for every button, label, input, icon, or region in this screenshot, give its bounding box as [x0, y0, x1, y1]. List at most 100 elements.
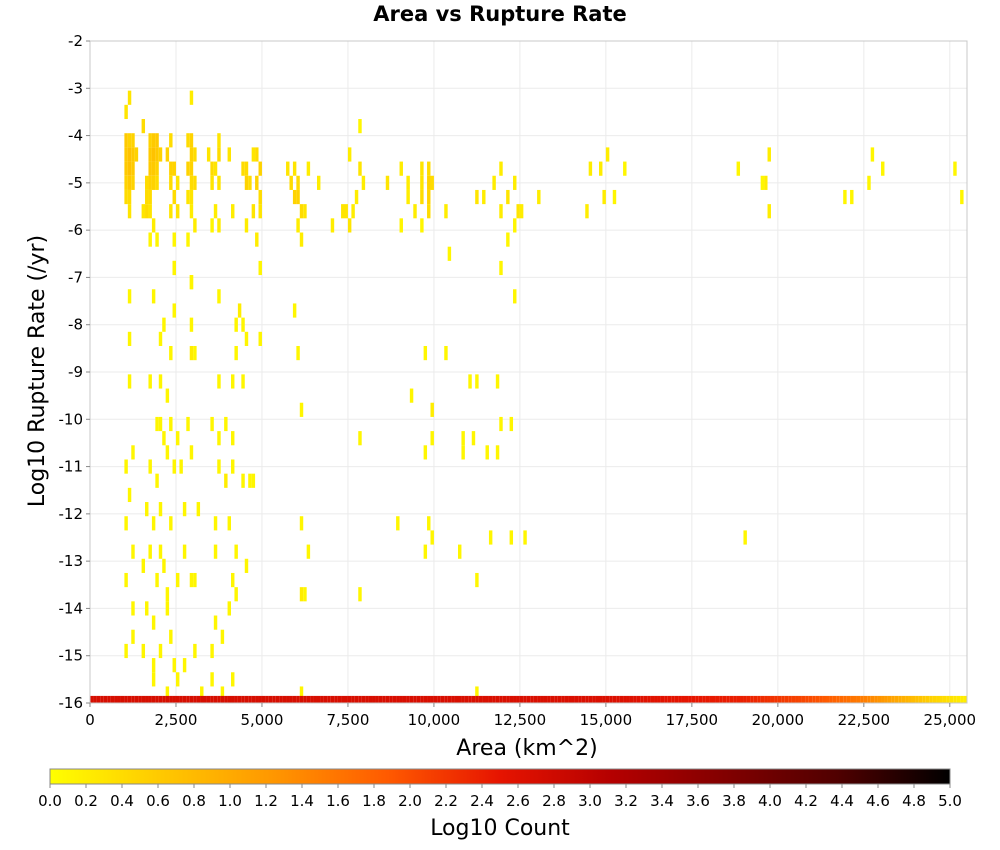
- heatmap-cell: [492, 175, 496, 190]
- bottom-row-cell: [547, 695, 551, 703]
- colorbar-tick-label: 0.6: [146, 792, 170, 810]
- heatmap-cell: [406, 189, 410, 205]
- heatmap-cell: [475, 686, 479, 701]
- bottom-row-cell: [870, 695, 875, 703]
- heatmap-cell: [406, 175, 410, 190]
- heatmap-cell: [210, 416, 214, 432]
- y-tick-label: -16: [59, 694, 84, 712]
- bottom-row-cell: [220, 695, 225, 703]
- bottom-row-cell: [385, 695, 390, 703]
- heatmap-cell: [148, 189, 152, 205]
- heatmap-cell: [292, 303, 297, 318]
- heatmap-cell: [151, 175, 156, 190]
- heatmap-cell: [361, 175, 366, 190]
- bottom-row-cell: [227, 695, 232, 703]
- heatmap-cell: [495, 445, 500, 460]
- heatmap-cell: [189, 147, 194, 162]
- bottom-row-cell: [574, 695, 579, 703]
- bottom-row-cell: [722, 695, 727, 703]
- heatmap-cell: [158, 416, 163, 432]
- colorbar-tick-label: 3.6: [686, 792, 710, 810]
- bottom-row-cell: [784, 695, 789, 703]
- bottom-row-cell: [275, 695, 280, 703]
- bottom-row-cell: [457, 695, 462, 703]
- heatmap-cell: [444, 345, 448, 361]
- heatmap-cell: [148, 374, 152, 389]
- heatmap-cell: [131, 629, 135, 644]
- heatmap-cell: [399, 218, 403, 233]
- bottom-row-cell: [616, 695, 620, 703]
- heatmap-cell: [444, 204, 448, 219]
- heatmap-cell: [850, 189, 854, 205]
- heatmap-cell: [158, 502, 163, 517]
- heatmap-cell: [244, 331, 249, 346]
- bottom-row-cell: [255, 695, 259, 703]
- heatmap-cell: [169, 175, 173, 190]
- heatmap-cell: [193, 175, 197, 190]
- bottom-row-cell: [643, 695, 648, 703]
- heatmap-cell: [189, 161, 194, 176]
- bottom-row-cell: [736, 695, 741, 703]
- colorbar-tick-label: 1.4: [290, 792, 314, 810]
- heatmap-cell: [244, 558, 249, 573]
- y-axis-label: Log10 Rupture Rate (/yr): [25, 235, 50, 507]
- bottom-row-cell: [691, 695, 696, 703]
- bottom-row-cell: [564, 695, 569, 703]
- bottom-row-cell: [664, 695, 668, 703]
- bottom-row-cell: [499, 695, 503, 703]
- heatmap-cell: [124, 147, 128, 162]
- heatmap-cell: [519, 204, 524, 219]
- heatmap-cell: [303, 204, 307, 219]
- heatmap-cell: [513, 289, 517, 304]
- bottom-row-cell: [440, 695, 445, 703]
- heatmap-cell: [200, 686, 204, 701]
- heatmap-cell: [141, 119, 146, 134]
- heatmap-cell: [513, 218, 517, 233]
- heatmap-cell: [430, 402, 434, 417]
- heatmap-cell: [499, 204, 503, 219]
- heatmap-cell: [303, 587, 307, 602]
- heatmap-cell: [612, 189, 617, 205]
- heatmap-cell: [251, 204, 256, 219]
- heatmap-cell: [227, 601, 232, 616]
- heatmap-cell: [224, 416, 228, 432]
- heatmap-cell: [599, 161, 603, 176]
- heatmap-cell: [217, 459, 221, 474]
- bottom-row-cell: [898, 695, 902, 703]
- bottom-row-cell: [241, 695, 245, 703]
- chart-title: Area vs Rupture Rate: [373, 2, 627, 26]
- bottom-row-cell: [148, 695, 152, 703]
- heatmap-cell: [231, 459, 235, 474]
- heatmap-cell: [351, 204, 355, 219]
- bottom-row-cell: [815, 695, 820, 703]
- y-tick-label: -9: [68, 363, 83, 381]
- heatmap-cell: [131, 133, 135, 148]
- bottom-row-cell: [705, 695, 710, 703]
- colorbar-tick-label: 0.0: [38, 792, 62, 810]
- bottom-row-cell: [103, 695, 108, 703]
- bottom-row-cell: [537, 695, 541, 703]
- bottom-row-cell: [110, 695, 115, 703]
- heatmap-cell: [124, 133, 128, 148]
- bottom-row-cell: [850, 695, 854, 703]
- bottom-row-cell: [265, 695, 269, 703]
- heatmap-cell: [155, 147, 159, 162]
- bottom-row-cell: [427, 695, 431, 703]
- heatmap-cell: [231, 572, 235, 588]
- heatmap-cell: [244, 175, 249, 190]
- heatmap-cell: [145, 175, 149, 190]
- bottom-row-cell: [248, 695, 252, 703]
- bottom-row-cell: [819, 695, 823, 703]
- heatmap-cell: [427, 189, 431, 205]
- heatmap-cell: [175, 572, 180, 588]
- heatmap-cell: [210, 218, 214, 233]
- bottom-row-cell: [488, 695, 493, 703]
- colorbar: 0.0 0.2 0.4 0.6 0.8 1.0 1.2 1.4 1.6 1.8 2.0 2.2 2.4 2…: [38, 768, 962, 810]
- bottom-row-cell: [292, 695, 297, 703]
- heatmap-cell: [764, 175, 768, 190]
- heatmap-cell: [175, 431, 180, 446]
- heatmap-cell: [499, 161, 503, 176]
- heatmap-cell: [286, 161, 290, 176]
- bottom-row-cell: [396, 695, 400, 703]
- bottom-row-cell: [712, 695, 716, 703]
